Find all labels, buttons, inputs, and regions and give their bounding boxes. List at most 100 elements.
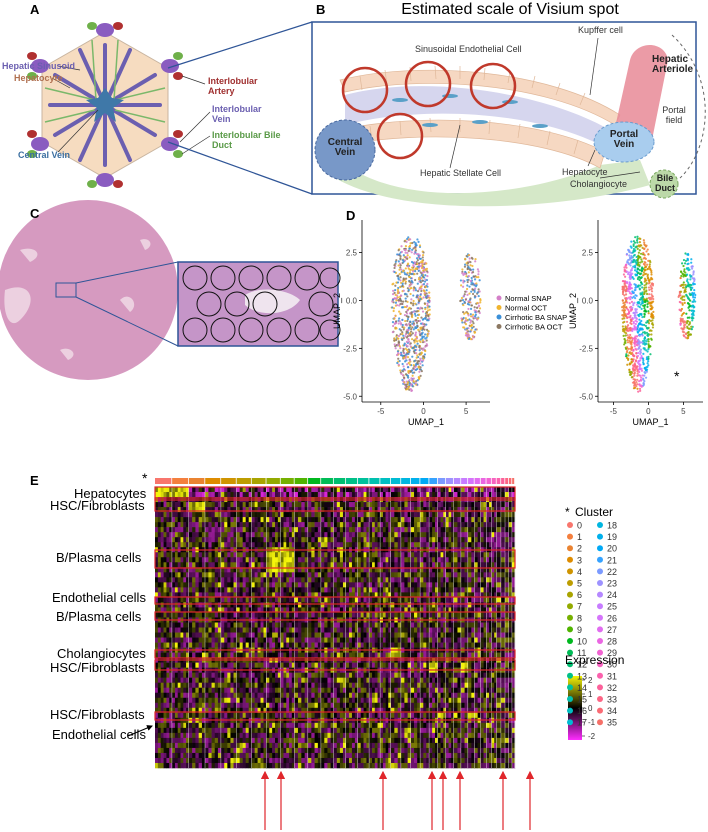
heat-cell — [289, 582, 293, 588]
heat-cell — [263, 537, 267, 543]
umap-point — [643, 243, 646, 246]
heat-cell — [272, 567, 276, 573]
heat-cell — [155, 637, 159, 643]
heat-cell — [163, 562, 167, 568]
heat-cell — [211, 662, 216, 668]
heat-cell — [266, 652, 270, 658]
heat-cell — [221, 522, 225, 528]
heat-cell — [291, 557, 295, 563]
heat-cell — [180, 587, 184, 593]
heat-cell — [277, 612, 282, 618]
heat-cell — [172, 567, 176, 573]
heat-cell — [163, 507, 167, 513]
umap-point — [638, 278, 641, 282]
heat-cell — [277, 757, 282, 764]
heat-cell — [236, 732, 240, 739]
umap-point — [682, 283, 685, 286]
heat-cell — [257, 607, 261, 613]
heat-cell — [163, 707, 167, 714]
heat-cell — [198, 537, 203, 543]
umap-point — [688, 292, 691, 295]
heat-cell — [166, 707, 170, 714]
umap-point — [423, 280, 427, 283]
heat-cell — [277, 587, 282, 593]
heat-cell — [269, 752, 273, 759]
heat-cell — [230, 557, 234, 563]
heat-cell — [188, 532, 193, 538]
umap-point — [629, 264, 632, 267]
umap-point — [408, 359, 411, 362]
heat-cell — [157, 592, 162, 598]
heat-cell — [280, 677, 284, 683]
heat-cell — [248, 502, 253, 508]
heat-cell — [260, 517, 264, 523]
umap-point — [410, 330, 413, 333]
heat-cell — [272, 697, 276, 704]
heat-cell — [160, 487, 164, 493]
heat-cell — [266, 642, 270, 648]
heat-cell — [174, 677, 179, 683]
heat-cell — [224, 582, 228, 588]
umap-point — [629, 285, 632, 288]
heat-cell — [291, 712, 295, 719]
heat-cell — [160, 562, 164, 568]
heat-cell — [157, 642, 162, 648]
umap-point — [421, 279, 424, 282]
heat-cell — [195, 577, 199, 583]
umap-point — [412, 363, 415, 367]
heat-cell — [251, 572, 255, 578]
heat-cell — [224, 602, 228, 608]
heat-cell — [195, 582, 199, 588]
heat-cell — [263, 757, 267, 764]
heat-cell — [266, 752, 270, 759]
heat-cell — [172, 487, 176, 493]
heat-cell — [245, 557, 250, 563]
umap-point — [636, 342, 639, 345]
heat-cell — [260, 602, 264, 608]
umap-point — [688, 309, 691, 312]
heat-cell — [208, 537, 212, 543]
cluster-bar — [236, 478, 251, 484]
heat-cell — [260, 567, 264, 573]
heat-cell — [260, 557, 264, 563]
heat-cell — [289, 642, 293, 648]
heat-cell — [230, 622, 234, 628]
heat-cell — [155, 692, 159, 699]
heat-cell — [224, 562, 228, 568]
heat-cell — [280, 487, 284, 493]
umap-point — [423, 323, 426, 326]
heat-cell — [236, 487, 240, 493]
heat-cell — [280, 607, 284, 613]
umap-point — [427, 319, 430, 322]
umap-point — [408, 340, 411, 343]
heat-cell — [221, 512, 225, 518]
heat-cell — [289, 532, 293, 538]
heat-cell — [186, 532, 190, 538]
umap-point — [633, 339, 637, 342]
heat-cell — [286, 522, 290, 528]
heat-cell — [221, 627, 225, 633]
heat-cell — [205, 602, 209, 608]
heat-cell — [269, 512, 273, 518]
heat-cell — [277, 672, 282, 678]
heat-cell — [166, 532, 170, 538]
heat-cell — [172, 677, 176, 683]
heat-cell — [277, 537, 282, 543]
heat-cell — [257, 722, 261, 729]
umap-point — [684, 252, 687, 255]
heat-cell — [236, 597, 240, 603]
heat-cell — [254, 612, 258, 618]
umap-point — [628, 316, 632, 319]
heat-cell — [289, 747, 293, 754]
umap-point — [692, 317, 695, 320]
heat-cell — [155, 732, 159, 739]
umap-point — [425, 262, 428, 265]
umap-point — [408, 285, 411, 288]
umap-point — [650, 273, 653, 276]
heat-cell — [266, 702, 270, 709]
umap-point — [690, 309, 693, 312]
umap-point — [651, 282, 655, 286]
heat-cell — [211, 622, 216, 628]
heat-cell — [177, 532, 181, 538]
heat-cell — [157, 637, 162, 643]
